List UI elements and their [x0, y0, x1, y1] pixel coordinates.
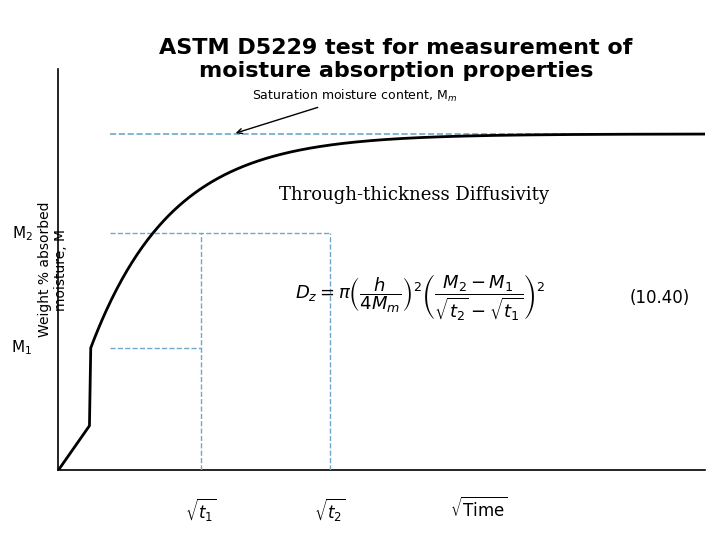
Y-axis label: Weight % absorbed
moisture, M: Weight % absorbed moisture, M [37, 202, 68, 338]
Text: (10.40): (10.40) [629, 289, 690, 307]
Text: Saturation moisture content, M$_m$: Saturation moisture content, M$_m$ [237, 87, 457, 133]
Text: Through-thickness Diffusivity: Through-thickness Diffusivity [279, 186, 549, 204]
Text: $\sqrt{t_1}$: $\sqrt{t_1}$ [184, 497, 217, 524]
Text: ASTM D5229 test for measurement of
moisture absorption properties: ASTM D5229 test for measurement of moist… [159, 38, 633, 81]
Text: $\sqrt{t_2}$: $\sqrt{t_2}$ [314, 497, 346, 524]
Text: $\sqrt{\mathrm{Time}}$: $\sqrt{\mathrm{Time}}$ [450, 497, 508, 521]
Text: M$_1$: M$_1$ [12, 339, 32, 357]
Text: $D_z = \pi\left(\dfrac{h}{4M_m}\right)^2\left(\dfrac{M_2 - M_1}{\sqrt{t_2} - \sq: $D_z = \pi\left(\dfrac{h}{4M_m}\right)^2… [295, 273, 546, 323]
Text: M$_2$: M$_2$ [12, 224, 32, 242]
